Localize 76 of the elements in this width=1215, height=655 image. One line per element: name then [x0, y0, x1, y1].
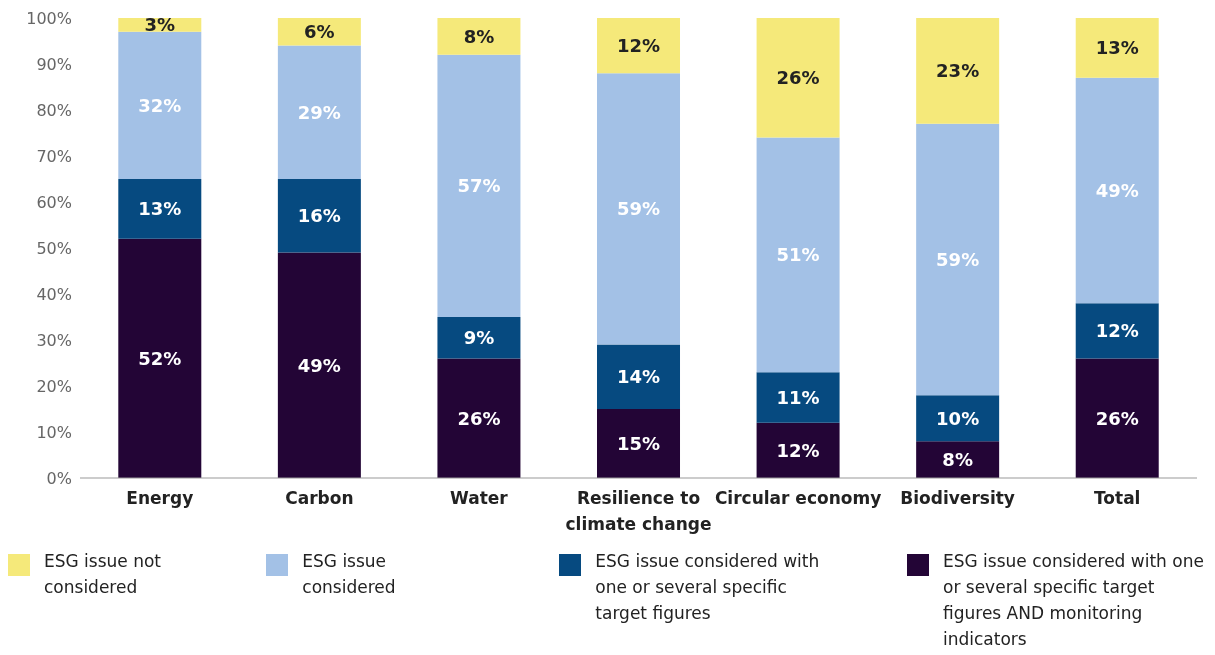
bar [1075, 303, 1159, 359]
y-tick-label: 30% [36, 330, 72, 350]
data-label: 51% [776, 244, 820, 266]
data-label: 8% [463, 25, 495, 47]
x-tick-label: Circular economy [714, 488, 882, 508]
legend-label: ESG issue considered [302, 550, 397, 599]
bar [118, 238, 202, 478]
data-label: 26% [1095, 407, 1139, 429]
bar [277, 179, 361, 253]
x-tick-label: Energy [126, 488, 194, 508]
y-tick-label: 60% [36, 192, 72, 212]
y-tick-label: 50% [36, 238, 72, 258]
legend-label: ESG issue not considered [44, 550, 163, 599]
y-tick-label: 100% [26, 8, 72, 28]
y-tick-label: 10% [36, 422, 72, 442]
data-label: 13% [138, 198, 182, 220]
bar [1075, 77, 1159, 304]
y-tick-label: 20% [36, 376, 72, 396]
x-tick-label: Biodiversity [900, 488, 1015, 508]
data-label: 3% [144, 14, 176, 36]
bar [756, 18, 840, 138]
bar [597, 409, 681, 478]
bar [437, 18, 521, 55]
data-label: 49% [1095, 180, 1139, 201]
bar [1075, 18, 1159, 78]
data-label: 57% [457, 175, 501, 197]
bar [118, 179, 202, 239]
data-label: 59% [616, 198, 661, 220]
data-label: 59% [936, 249, 980, 270]
data-label: 14% [616, 366, 661, 388]
data-label: 23% [936, 60, 980, 82]
bar [1075, 358, 1159, 478]
data-label: 12% [1095, 320, 1139, 342]
data-label: 11% [776, 387, 820, 408]
bar [916, 395, 1000, 442]
bar [277, 18, 361, 46]
bar [916, 123, 1000, 396]
data-label: 49% [297, 354, 341, 376]
data-label: 15% [616, 433, 661, 454]
data-label: 16% [297, 205, 341, 227]
data-label: 10% [936, 407, 980, 429]
data-label: 8% [942, 449, 973, 471]
bar [118, 31, 202, 179]
bar [597, 344, 681, 409]
legend-label: ESG issue considered with one or several specific target figures AND monitoring indicators [943, 550, 1205, 651]
bar [597, 73, 681, 345]
y-tick-label: 80% [36, 100, 72, 120]
bar [437, 358, 521, 478]
data-label: 26% [776, 67, 820, 89]
x-tick-label: Water [450, 488, 509, 508]
legend-label: ESG issue considered with one or several specific target figures [595, 550, 821, 625]
y-tick-label: 0% [46, 468, 72, 488]
data-label: 12% [776, 439, 820, 461]
bar [277, 45, 361, 179]
data-label: 29% [297, 101, 341, 123]
x-tick-label: Total [1093, 488, 1141, 508]
bar [437, 317, 521, 359]
bar [756, 372, 840, 423]
data-label: 26% [457, 407, 501, 429]
data-label: 9% [463, 327, 495, 349]
x-tick-label: Carbon [285, 488, 354, 508]
data-label: 13% [1095, 37, 1139, 59]
data-label: 52% [138, 347, 182, 369]
y-tick-label: 70% [36, 146, 72, 166]
data-label: 6% [304, 21, 335, 43]
bar [756, 137, 840, 373]
bar [916, 18, 1000, 124]
data-label: 12% [616, 35, 661, 57]
data-label: 32% [138, 94, 182, 116]
bar [277, 252, 361, 478]
x-tick-label: Resilience to climate change [565, 488, 712, 534]
bar [597, 18, 681, 74]
bar [756, 422, 840, 478]
bar [437, 54, 521, 317]
y-tick-label: 40% [36, 284, 72, 304]
y-tick-label: 90% [36, 54, 72, 74]
